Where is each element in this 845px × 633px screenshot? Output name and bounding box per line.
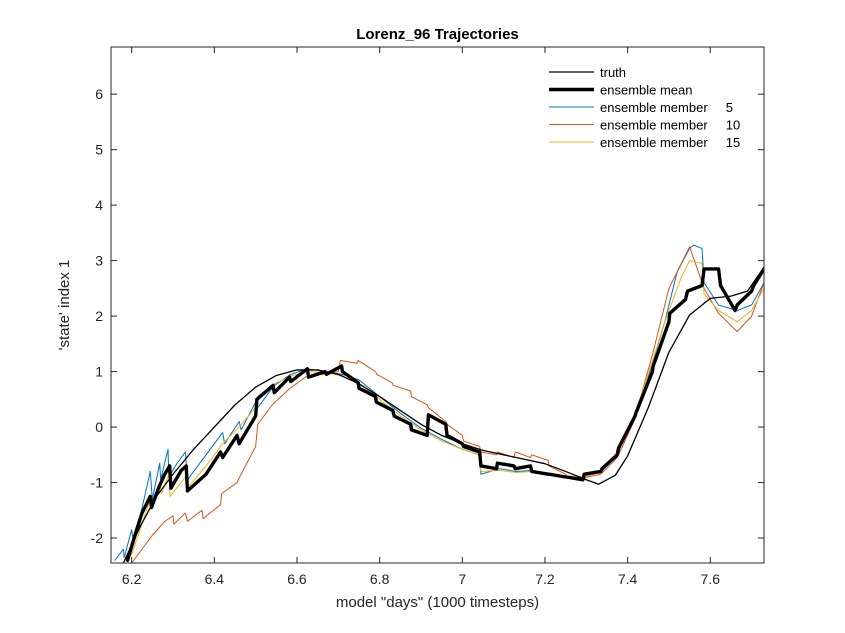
x-tick-label: 7 xyxy=(458,571,466,587)
axes: 6.2 6.4 6.6 6.8 7 7.2 7.4 7.6 -2 -1 0 1 2 3 4 5 6 xyxy=(91,46,765,587)
x-tick-label: 6.2 xyxy=(122,571,142,587)
y-tick-label: 1 xyxy=(95,364,103,380)
x-tick-label: 6.6 xyxy=(287,571,307,587)
y-tick-label: 6 xyxy=(95,86,103,102)
y-tick-label: 0 xyxy=(95,419,103,435)
legend-label: ensemble mean xyxy=(600,83,693,98)
y-axis-label: 'state' index 1 xyxy=(56,260,73,351)
plot-area xyxy=(114,244,764,563)
y-tick-label: 2 xyxy=(95,308,103,324)
y-tick-label: 4 xyxy=(95,197,103,213)
legend: truth ensemble mean ensemble member 5 ensem… xyxy=(549,65,740,150)
series-line-3 xyxy=(131,246,764,563)
axes-box xyxy=(110,46,765,564)
legend-label: truth xyxy=(600,65,626,80)
legend-label: ensemble member 5 xyxy=(600,100,733,115)
x-tick-label: 6.4 xyxy=(205,571,225,587)
chart-title: Lorenz_96 Trajectories xyxy=(356,26,519,43)
legend-label: ensemble member 10 xyxy=(600,118,740,133)
y-tick-label: -2 xyxy=(91,530,104,546)
x-tick-label: 7.4 xyxy=(618,571,638,587)
series-line-1 xyxy=(125,267,764,562)
x-tick-label: 7.6 xyxy=(701,571,721,587)
y-tick-label: 5 xyxy=(95,142,103,158)
y-tick-label: 3 xyxy=(95,253,103,269)
legend-label: ensemble member 15 xyxy=(600,135,740,150)
x-tick-label: 6.8 xyxy=(370,571,390,587)
x-tick-label: 7.2 xyxy=(535,571,555,587)
y-tick-label: -1 xyxy=(91,475,104,491)
x-axis-label: model "days" (1000 timesteps) xyxy=(336,594,539,611)
